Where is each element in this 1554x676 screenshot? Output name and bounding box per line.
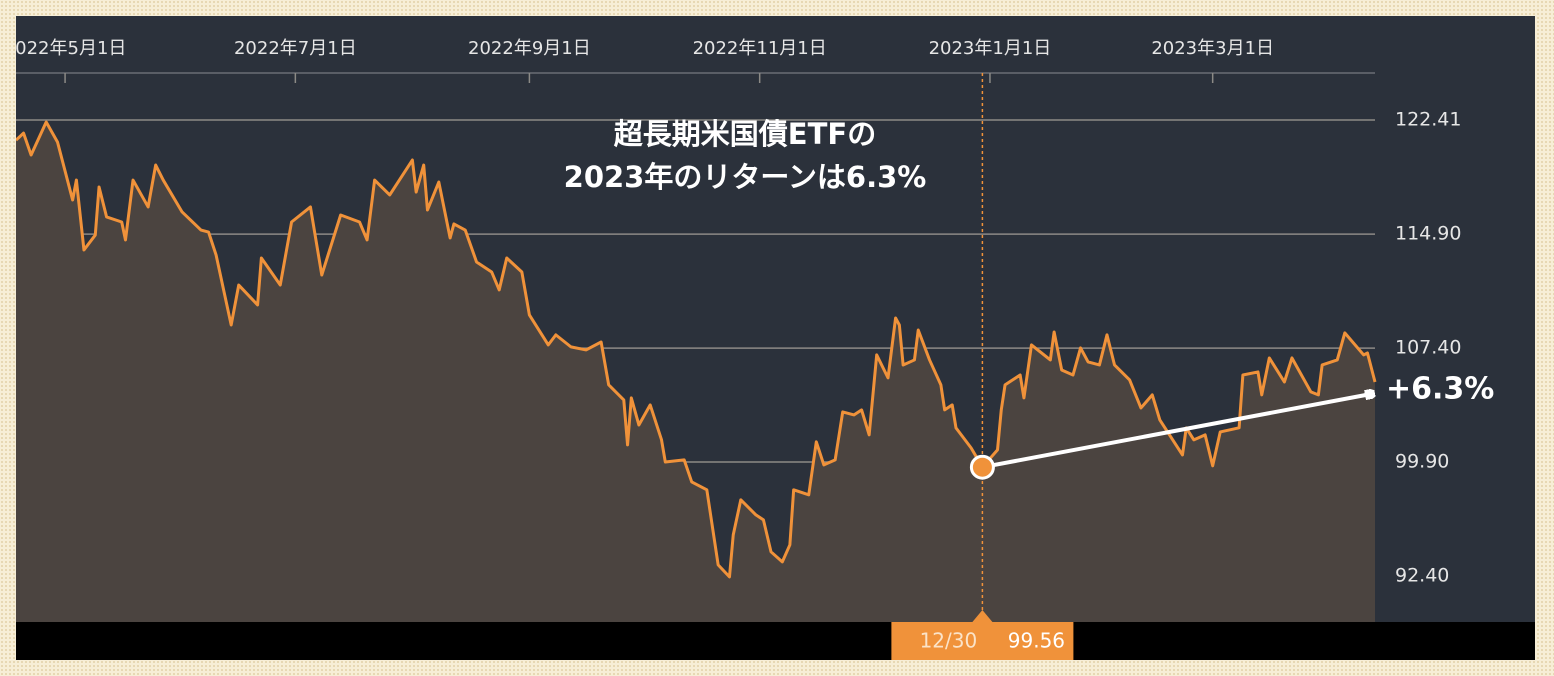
annotation: 超長期米国債ETFの (614, 117, 876, 151)
crosshair-pointer (972, 610, 993, 622)
x-tick-label: 2022年9月1日 (468, 38, 591, 59)
crosshair-date: 12/30 (920, 629, 978, 653)
x-tick-label: 2023年3月1日 (1151, 38, 1274, 59)
y-tick-label: 99.90 (1395, 451, 1449, 473)
annotation: 2023年のリターンは6.3% (564, 160, 927, 194)
x-tick-label: 2022年7月1日 (234, 38, 357, 59)
x-tick-label: 2022年11月1日 (693, 38, 827, 59)
y-tick-label: 114.90 (1395, 223, 1461, 245)
x-tick-label: 2023年1月1日 (929, 38, 1052, 59)
crosshair-value: 99.56 (1008, 629, 1065, 653)
return-label: +6.3% (1386, 372, 1494, 407)
x-tick-label: 2022年5月1日 (4, 38, 127, 59)
y-tick-label: 92.40 (1395, 564, 1449, 586)
y-tick-label: 107.40 (1395, 337, 1461, 359)
return-arrow (982, 394, 1371, 470)
crosshair-box (891, 622, 1074, 660)
bottom-bar (16, 622, 1535, 660)
area (16, 122, 1375, 623)
line (16, 120, 1377, 579)
highlight-point (969, 454, 995, 480)
y-tick-label: 122.41 (1395, 109, 1461, 131)
